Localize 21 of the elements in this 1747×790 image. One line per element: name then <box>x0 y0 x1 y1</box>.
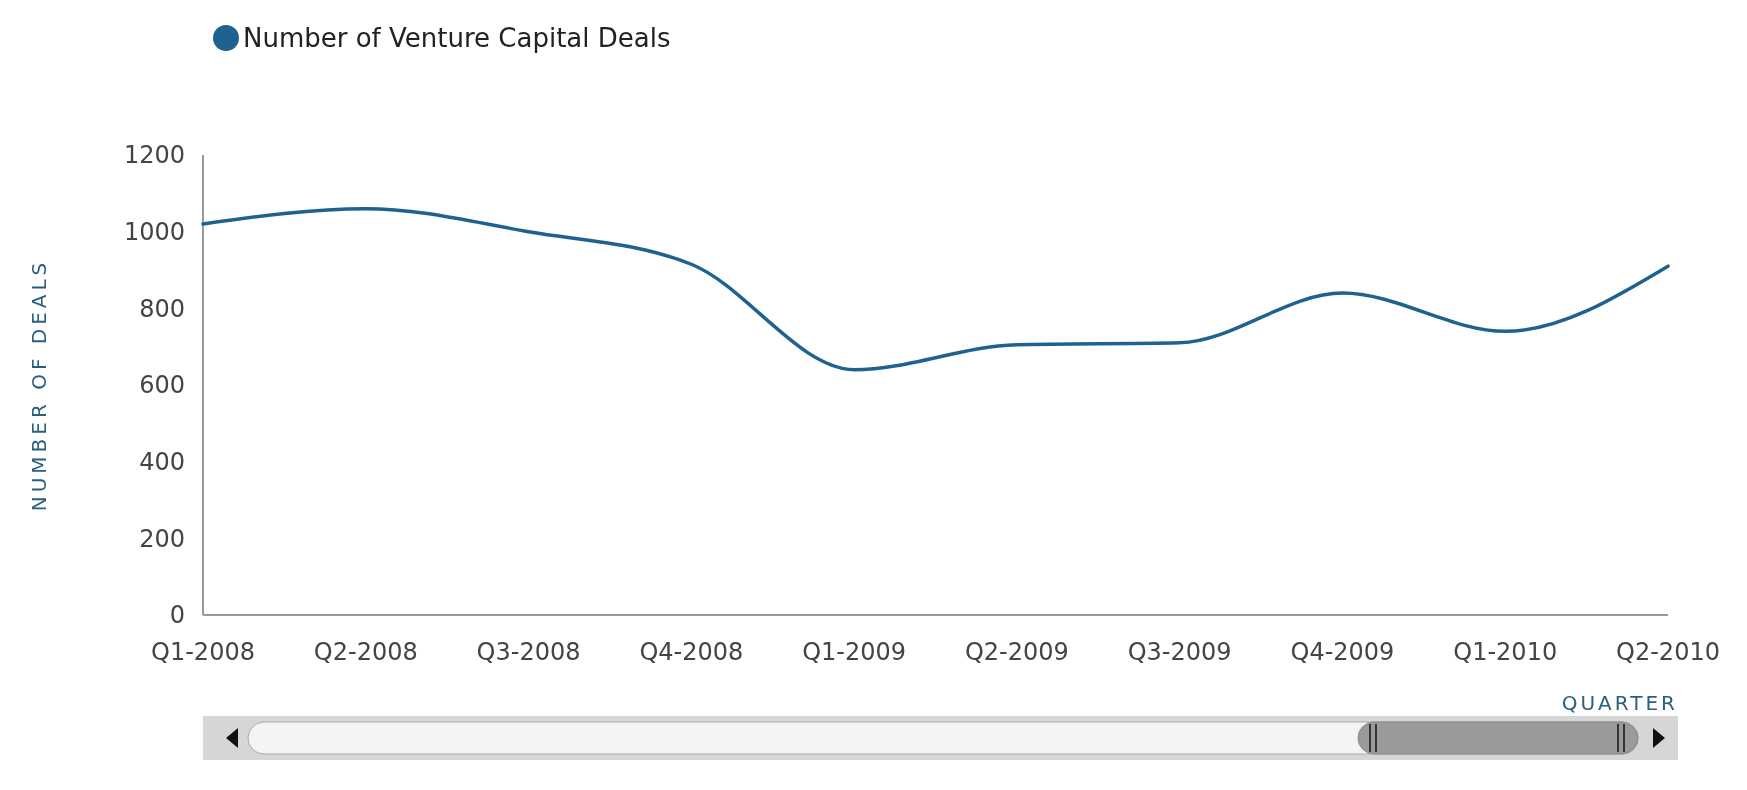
y-tick-label: 1000 <box>123 218 185 247</box>
y-tick-label: 400 <box>139 448 185 477</box>
y-tick-label: 1200 <box>123 141 185 170</box>
x-tick-label: Q2-2008 <box>313 638 418 666</box>
x-tick-label: Q1-2008 <box>151 638 255 666</box>
x-tick-label: Q3-2008 <box>476 638 581 666</box>
x-tick-label: Q1-2010 <box>1453 638 1558 666</box>
y-tick-label: 0 <box>169 601 185 630</box>
y-axis-title: NUMBER OF DEALS <box>27 258 51 512</box>
line-series <box>201 206 1670 372</box>
x-axis-title: QUARTER <box>1561 691 1678 715</box>
x-tick-label: Q4-2009 <box>1290 638 1395 666</box>
legend-label: Number of Venture Capital Deals <box>243 23 671 53</box>
x-tick-label: Q2-2009 <box>964 638 1069 666</box>
y-tick-label: 200 <box>139 524 185 553</box>
y-tick-label: 600 <box>139 371 185 400</box>
x-tick-label: Q2-2010 <box>1616 638 1720 666</box>
x-tick-label: Q1-2009 <box>802 638 907 666</box>
x-tick-label: Q4-2008 <box>639 638 744 666</box>
y-tick-label: 800 <box>139 294 185 323</box>
x-tick-label: Q3-2009 <box>1127 638 1232 666</box>
